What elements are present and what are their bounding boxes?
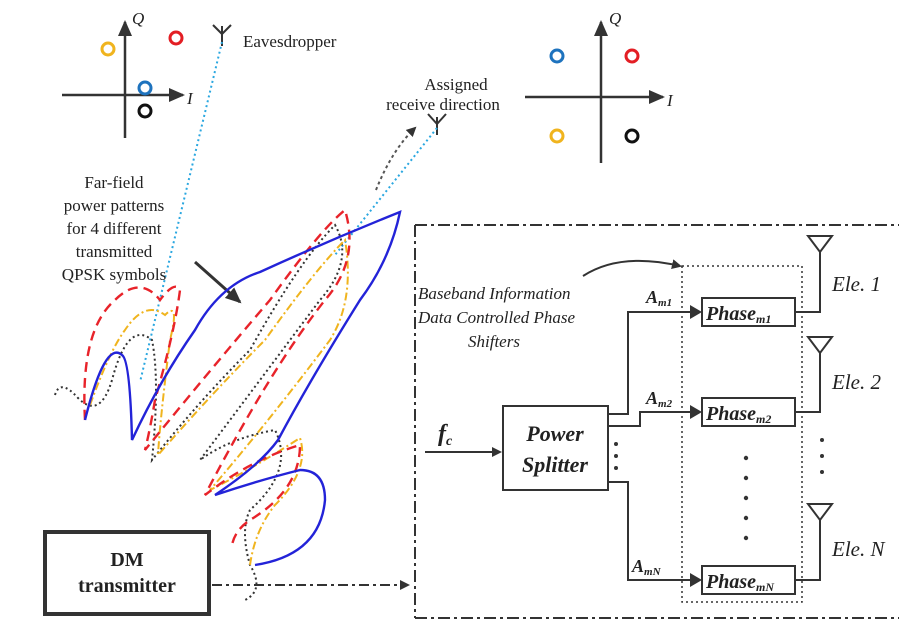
svg-text:transmitted: transmitted [76, 242, 153, 261]
assigned-direction-label-line2: receive direction [386, 95, 500, 114]
i-axis-label: I [666, 91, 674, 110]
antenna-icon-2 [806, 336, 834, 355]
svg-text:Baseband Information: Baseband Information [418, 284, 571, 303]
assigned-direction-label-line1: Assigned [424, 75, 488, 94]
far-field-label: Far-field power patterns for 4 different… [62, 173, 166, 284]
branch-wiring [608, 252, 821, 581]
phase-shifter-2: Phasem2 [701, 397, 796, 427]
q-axis-label: Q [609, 9, 621, 28]
eavesdropper-constellation: Q I [62, 9, 194, 138]
eavesdropper-label: Eavesdropper [243, 32, 337, 51]
pattern-blue [83, 210, 402, 567]
assigned-constellation: Q I [525, 9, 674, 163]
wiring-arrowheads [690, 305, 702, 587]
svg-text:power patterns: power patterns [64, 196, 165, 215]
splitter-ellipsis [614, 442, 618, 470]
svg-text:for 4 different: for 4 different [66, 219, 161, 238]
svg-text:Splitter: Splitter [522, 452, 588, 477]
eavesdropper-beam-line [139, 41, 223, 383]
assigned-beam-line [334, 127, 438, 256]
symbol-blue [549, 48, 565, 64]
detail-frame [414, 224, 899, 619]
element-label-2: Ele. 2 [831, 370, 881, 394]
phase-shifter-1: Phasem1 [701, 297, 796, 327]
svg-text:Shifters: Shifters [468, 332, 520, 351]
antenna-icon-n [806, 503, 834, 522]
pattern-yellow [89, 237, 349, 566]
antenna-icon-1 [806, 235, 834, 254]
svg-text:Phasem1: Phasem1 [705, 303, 771, 326]
symbol-black [624, 128, 640, 144]
svg-text:QPSK symbols: QPSK symbols [62, 265, 166, 284]
amplitude-label-1: Am1 [645, 287, 672, 309]
power-splitter-box: Power Splitter [502, 405, 609, 491]
symbol-red [624, 48, 640, 64]
symbol-blue [137, 80, 153, 96]
assigned-direction-arrow [375, 126, 417, 191]
amplitude-label-2: Am2 [645, 388, 673, 410]
pattern-black [54, 223, 344, 601]
assigned-receiver-antenna-icon [427, 113, 447, 135]
phase-shifter-group-box [681, 265, 803, 603]
svg-text:Phasem2: Phasem2 [705, 403, 771, 426]
fc-label: fc [438, 421, 453, 449]
phase-shifter-ellipsis [743, 455, 749, 541]
svg-text:Data Controlled Phase: Data Controlled Phase [417, 308, 576, 327]
far-field-power-patterns [54, 207, 402, 601]
svg-text:Far-field: Far-field [84, 173, 144, 192]
phase-shifter-n: PhasemN [701, 565, 796, 595]
element-label-1: Ele. 1 [831, 272, 881, 296]
element-label-n: Ele. N [831, 537, 885, 561]
pattern-red [83, 207, 351, 546]
baseband-pointer-arrow [582, 259, 682, 277]
dm-transmitter-label-line2: transmitter [78, 575, 176, 597]
element-ellipsis [820, 438, 824, 474]
far-field-pointer-arrow [194, 260, 242, 304]
symbol-black [137, 103, 153, 119]
symbol-red [168, 30, 184, 46]
amplitude-label-n: AmN [631, 556, 662, 578]
symbol-yellow [100, 41, 116, 57]
baseband-info-label: Baseband Information Data Controlled Pha… [417, 284, 576, 351]
dm-transmitter-label-line1: DM [110, 549, 143, 571]
i-axis-label: I [186, 89, 194, 108]
symbol-yellow [549, 128, 565, 144]
svg-text:PhasemN: PhasemN [705, 571, 775, 594]
q-axis-label: Q [132, 9, 144, 28]
svg-text:Power: Power [525, 421, 584, 446]
dm-transmitter-box: DM transmitter [43, 530, 211, 616]
